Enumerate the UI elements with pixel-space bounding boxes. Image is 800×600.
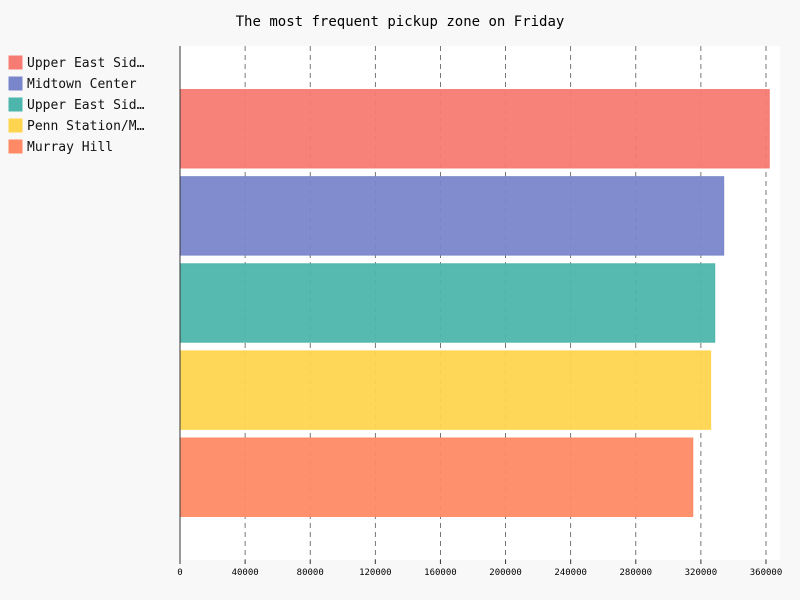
legend-swatch[interactable] <box>8 139 23 154</box>
bar[interactable] <box>179 350 712 430</box>
x-tick-label: 160000 <box>424 568 457 578</box>
x-tick-label: 240000 <box>554 568 587 578</box>
x-tick-label: 0 <box>177 568 182 578</box>
bar[interactable] <box>179 263 716 343</box>
legend-swatch[interactable] <box>8 55 23 70</box>
legend: Upper East Sid… Midtown Center Upper East … <box>8 55 145 155</box>
x-tick-label: 80000 <box>297 568 324 578</box>
legend-label[interactable]: Upper East Sid… <box>27 56 145 71</box>
legend-label[interactable]: Murray Hill <box>27 140 113 155</box>
x-axis-ticks: 0 40000 80000 120000 160000 200000 240000 28000… <box>177 560 782 578</box>
x-tick-label: 120000 <box>359 568 392 578</box>
x-tick-label: 200000 <box>489 568 522 578</box>
x-tick-label: 360000 <box>750 568 783 578</box>
legend-swatch[interactable] <box>8 97 23 112</box>
x-tick-label: 280000 <box>620 568 653 578</box>
legend-label[interactable]: Upper East Sid… <box>27 98 145 113</box>
bar[interactable] <box>179 437 694 517</box>
x-tick-label: 40000 <box>232 568 259 578</box>
bars <box>179 89 770 517</box>
legend-swatch[interactable] <box>8 118 23 133</box>
bar[interactable] <box>179 89 770 169</box>
x-tick-label: 320000 <box>685 568 718 578</box>
legend-label[interactable]: Penn Station/M… <box>27 119 145 134</box>
legend-label[interactable]: Midtown Center <box>27 77 137 92</box>
bar[interactable] <box>179 176 725 256</box>
legend-swatch[interactable] <box>8 76 23 91</box>
chart-title: The most frequent pickup zone on Friday <box>236 14 565 30</box>
